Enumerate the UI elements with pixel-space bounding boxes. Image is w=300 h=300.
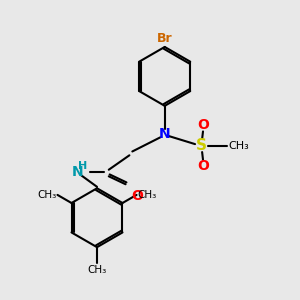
Text: Br: Br [157, 32, 172, 45]
Text: CH₃: CH₃ [87, 265, 106, 275]
Text: O: O [131, 189, 143, 203]
Text: N: N [72, 165, 84, 179]
Text: CH₃: CH₃ [37, 190, 57, 200]
Text: S: S [196, 138, 207, 153]
Text: CH₃: CH₃ [228, 141, 249, 151]
Text: O: O [197, 159, 209, 173]
Text: H: H [78, 160, 87, 171]
Text: O: O [197, 118, 209, 132]
Text: N: N [159, 127, 170, 141]
Text: CH₃: CH₃ [137, 190, 157, 200]
